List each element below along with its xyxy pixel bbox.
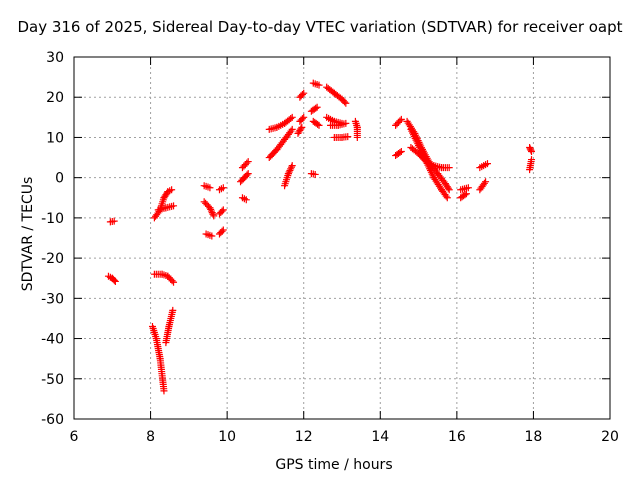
data-point	[284, 170, 292, 178]
data-point	[312, 104, 320, 112]
data-point	[445, 186, 453, 194]
data-point	[242, 196, 250, 204]
data-point	[286, 166, 294, 174]
grid-lines	[74, 57, 610, 419]
data-point	[218, 207, 226, 215]
data-point	[298, 115, 306, 123]
x-tick-label: 18	[525, 429, 543, 445]
data-point	[208, 232, 216, 240]
data-point	[315, 81, 323, 89]
data-point	[219, 226, 227, 234]
data-point	[218, 227, 226, 235]
x-tick-label: 14	[371, 429, 389, 445]
data-point	[300, 113, 308, 121]
data-point	[287, 163, 295, 171]
data-point	[244, 170, 252, 178]
y-tick-label: -20	[41, 251, 64, 267]
data-point	[288, 125, 296, 133]
data-point	[168, 277, 176, 285]
data-point	[243, 171, 251, 179]
data-point	[244, 158, 252, 166]
x-axis-label: GPS time / hours	[275, 457, 393, 473]
data-point	[314, 120, 322, 128]
data-point	[342, 99, 350, 107]
data-point	[342, 119, 350, 127]
data-point	[169, 306, 177, 314]
data-point	[287, 115, 295, 123]
data-point	[206, 184, 214, 192]
data-point	[207, 207, 215, 215]
data-point	[243, 159, 251, 167]
x-tick-label: 8	[146, 429, 155, 445]
data-point	[528, 156, 536, 164]
data-point	[219, 206, 227, 214]
data-point	[206, 204, 214, 212]
data-point	[170, 278, 178, 286]
y-tick-label: 0	[55, 171, 64, 187]
y-tick-label: 30	[46, 50, 64, 66]
data-point	[341, 98, 349, 106]
x-tick-label: 12	[295, 429, 313, 445]
data-point	[344, 133, 352, 141]
data-point	[170, 202, 178, 210]
y-tick-label: 20	[46, 90, 64, 106]
x-tick-labels: 6 8 10 12 14 16 18 20	[70, 429, 619, 445]
x-tick-label: 20	[601, 429, 619, 445]
data-point	[482, 178, 490, 186]
data-point	[209, 210, 217, 218]
data-point	[444, 184, 452, 192]
data-point	[442, 192, 450, 200]
axis-ticks	[73, 56, 611, 420]
data-point	[311, 170, 319, 178]
data-point	[288, 162, 296, 170]
data-point	[397, 115, 405, 123]
y-tick-label: -10	[41, 211, 64, 227]
data-point	[528, 148, 536, 156]
chart-title: Day 316 of 2025, Sidereal Day-to-day VTE…	[17, 18, 623, 36]
data-point	[168, 186, 176, 194]
data-point	[287, 127, 295, 135]
y-tick-label: -40	[41, 332, 64, 348]
data-point	[397, 148, 405, 156]
data-point	[483, 160, 491, 168]
data-point	[297, 125, 305, 133]
data-point	[527, 146, 535, 154]
data-point	[313, 103, 321, 111]
data-point	[396, 149, 404, 157]
x-tick-label: 6	[70, 429, 79, 445]
y-tick-labels: -60 -50 -40 -30 -20 -10 0 10 20 30	[41, 50, 64, 428]
data-point	[300, 89, 308, 97]
data-point	[287, 165, 295, 173]
y-tick-label: -50	[41, 372, 64, 388]
data-point	[315, 121, 323, 129]
y-tick-label: 10	[46, 130, 64, 146]
data-point	[396, 117, 404, 125]
data-points	[104, 79, 536, 395]
data-point	[480, 179, 488, 187]
x-tick-label: 16	[448, 429, 466, 445]
data-point	[353, 133, 361, 141]
data-point	[445, 164, 453, 172]
data-point	[110, 217, 118, 225]
data-point	[443, 194, 451, 202]
data-point	[219, 184, 227, 192]
y-tick-label: -60	[41, 412, 64, 428]
data-point	[298, 91, 306, 99]
data-point	[210, 212, 218, 220]
x-tick-label: 10	[218, 429, 236, 445]
data-point	[208, 209, 216, 217]
y-axis-label: SDTVAR / TECUs	[20, 176, 36, 292]
y-tick-label: -30	[41, 291, 64, 307]
data-point	[285, 168, 293, 176]
data-point	[461, 191, 469, 199]
data-point	[464, 184, 472, 192]
data-point	[110, 276, 118, 284]
data-point	[111, 277, 119, 285]
plot-frame	[73, 56, 611, 420]
data-point	[298, 123, 306, 131]
data-point	[288, 113, 296, 121]
data-point	[207, 205, 215, 213]
data-point	[160, 387, 168, 395]
